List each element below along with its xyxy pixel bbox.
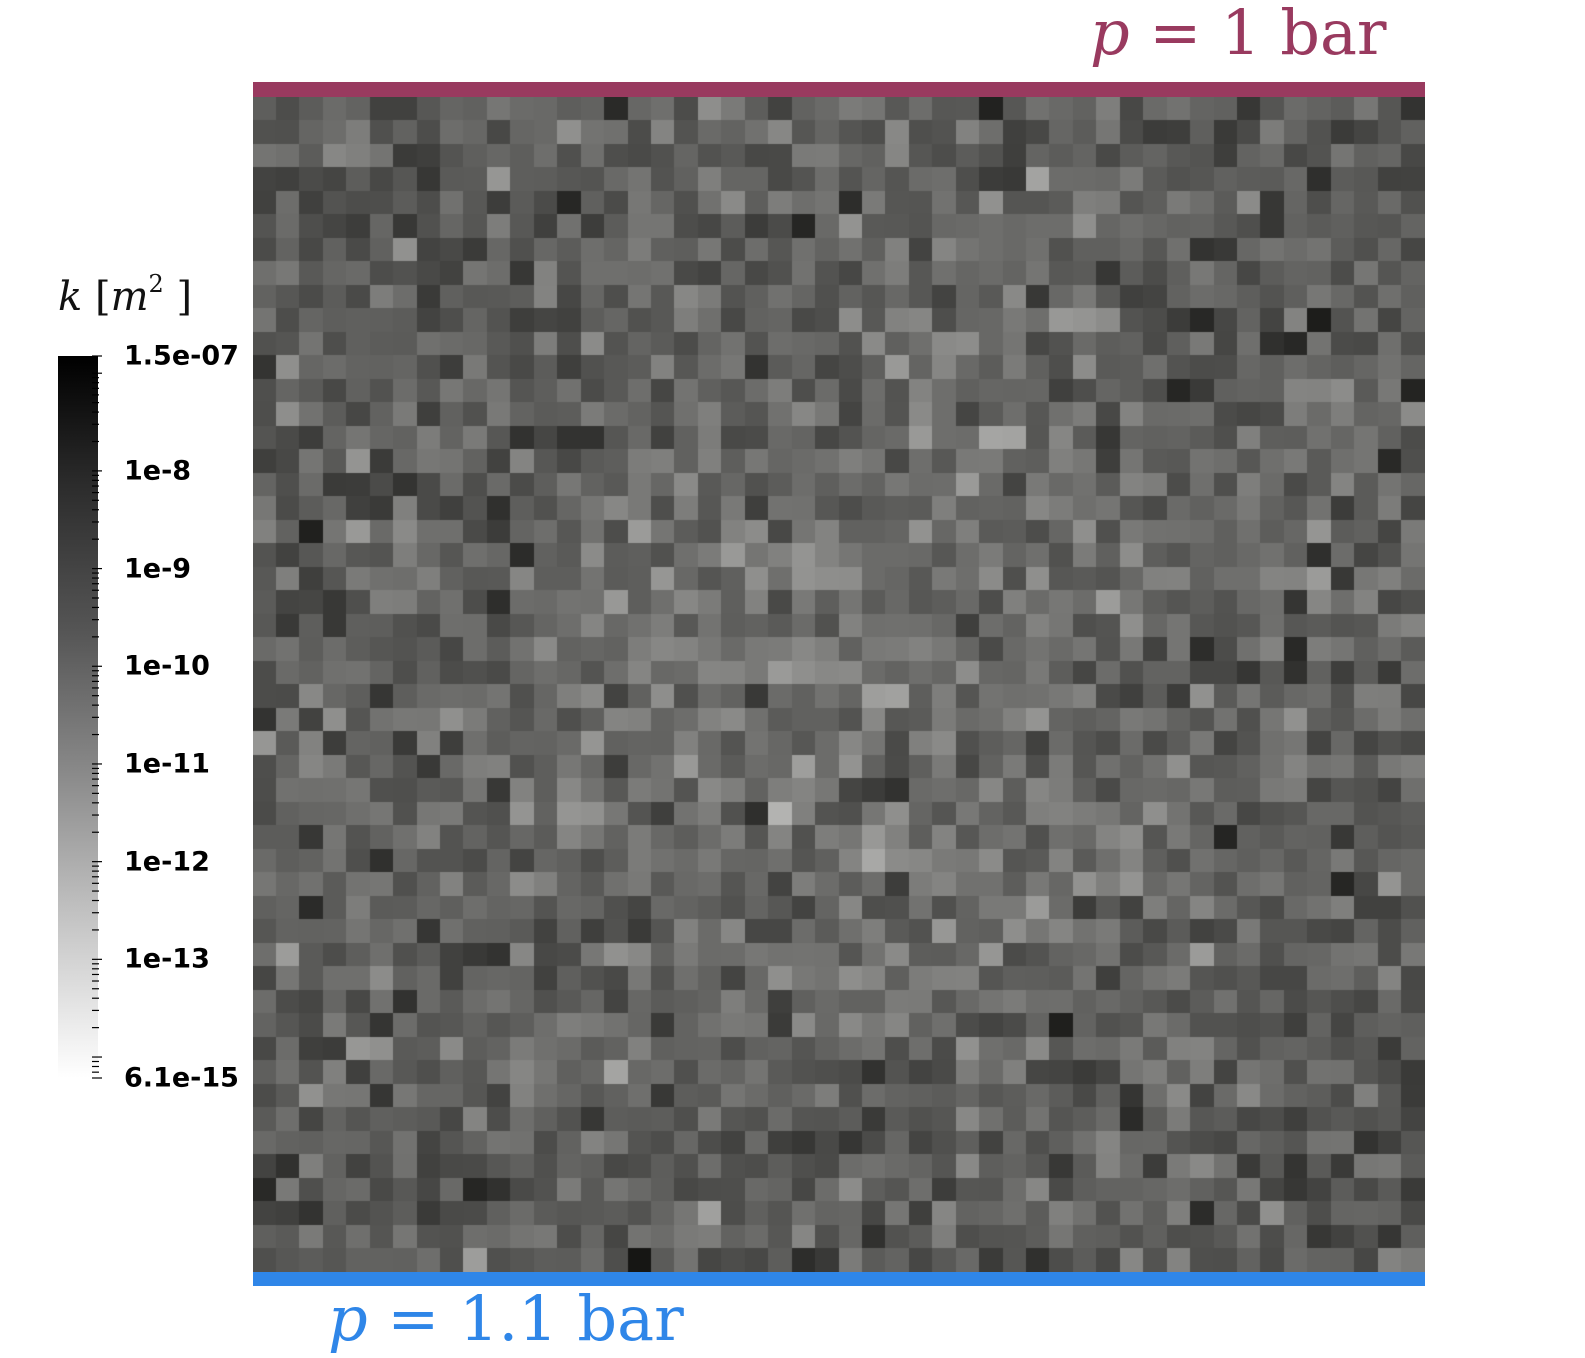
colorbar-unit: m	[110, 274, 149, 320]
colorbar-label-1e-9: 1e-9	[124, 553, 192, 585]
top-boundary-label: p = 1 bar	[1090, 0, 1387, 66]
top-boundary-bar	[253, 82, 1425, 97]
colorbar-title: k [m2 ]	[58, 270, 192, 320]
bottom-pressure-equals: =	[387, 1282, 440, 1355]
bottom-pressure-variable: p	[328, 1282, 368, 1355]
top-pressure-unit: bar	[1280, 0, 1387, 69]
bottom-pressure-value: 1.1	[459, 1282, 558, 1355]
colorbar-label-1e-12: 1e-12	[124, 846, 210, 878]
top-pressure-variable: p	[1090, 0, 1130, 69]
colorbar-label-1e-11: 1e-11	[124, 748, 210, 780]
top-pressure-value: 1	[1221, 0, 1261, 69]
colorbar-label-1e-10: 1e-10	[124, 650, 210, 682]
bottom-boundary-label: p = 1.1 bar	[328, 1286, 684, 1352]
bottom-pressure-unit: bar	[577, 1282, 684, 1355]
colorbar-label-1e-13: 1e-13	[124, 943, 210, 975]
permeability-field	[253, 97, 1425, 1272]
top-pressure-equals: =	[1149, 0, 1202, 69]
colorbar-label-max: 1.5e-07	[124, 340, 239, 372]
colorbar-ticks	[92, 355, 102, 1079]
colorbar-variable: k	[58, 274, 83, 320]
colorbar-unit-open: [	[94, 274, 111, 320]
colorbar-label-1e-8: 1e-8	[124, 455, 192, 487]
colorbar-unit-close: ]	[176, 274, 193, 320]
colorbar-label-min: 6.1e-15	[124, 1062, 239, 1094]
bottom-boundary-bar	[253, 1272, 1425, 1286]
colorbar-gradient	[58, 356, 98, 1078]
colorbar-unit-exponent: 2	[148, 270, 164, 298]
